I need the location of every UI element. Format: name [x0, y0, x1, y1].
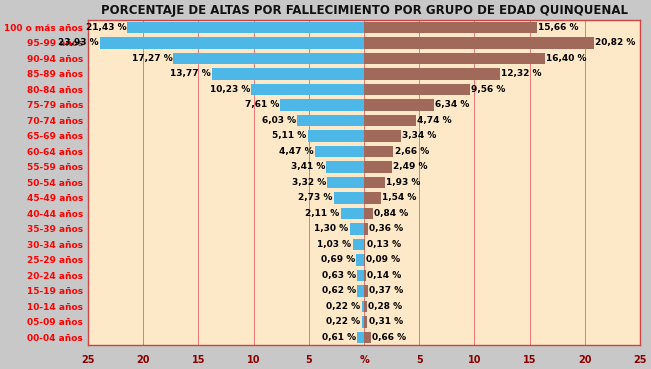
Text: 0,62 %: 0,62 %	[322, 286, 356, 295]
Bar	[364, 192, 381, 204]
Bar	[314, 146, 364, 157]
Bar	[364, 301, 367, 312]
Bar	[364, 177, 385, 188]
Text: 12,32 %: 12,32 %	[501, 69, 542, 79]
Bar	[327, 177, 364, 188]
Text: 20,82 %: 20,82 %	[595, 38, 635, 48]
Bar	[128, 22, 364, 33]
Title: PORCENTAJE DE ALTAS POR FALLECIMIENTO POR GRUPO DE EDAD QUINQUENAL: PORCENTAJE DE ALTAS POR FALLECIMIENTO PO…	[100, 4, 628, 17]
Text: 0,36 %: 0,36 %	[369, 224, 403, 234]
Text: 0,22 %: 0,22 %	[326, 302, 361, 311]
Text: 15,66 %: 15,66 %	[538, 23, 579, 32]
Bar	[364, 316, 367, 328]
Text: 0,09 %: 0,09 %	[366, 255, 400, 265]
Text: 10,23 %: 10,23 %	[210, 85, 250, 94]
Bar	[357, 254, 364, 266]
Text: 3,34 %: 3,34 %	[402, 131, 436, 141]
Text: 0,28 %: 0,28 %	[368, 302, 402, 311]
Text: 6,34 %: 6,34 %	[435, 100, 469, 110]
Text: 2,73 %: 2,73 %	[298, 193, 333, 203]
Bar	[357, 285, 364, 297]
Text: 0,69 %: 0,69 %	[321, 255, 355, 265]
Bar	[364, 99, 434, 111]
Text: 0,31 %: 0,31 %	[368, 317, 403, 326]
Text: 1,54 %: 1,54 %	[382, 193, 417, 203]
Bar	[100, 37, 364, 49]
Text: 3,41 %: 3,41 %	[291, 162, 326, 172]
Text: 0,13 %: 0,13 %	[367, 240, 401, 249]
Bar	[350, 223, 364, 235]
Bar	[251, 84, 364, 95]
Bar	[364, 161, 391, 173]
Bar	[364, 37, 594, 49]
Bar	[353, 239, 364, 250]
Bar	[173, 53, 364, 64]
Text: 1,03 %: 1,03 %	[318, 240, 352, 249]
Text: 2,11 %: 2,11 %	[305, 209, 340, 218]
Text: 6,03 %: 6,03 %	[262, 116, 296, 125]
Bar	[364, 208, 373, 219]
Bar	[364, 68, 500, 80]
Text: 23,93 %: 23,93 %	[58, 38, 99, 48]
Bar	[364, 270, 366, 281]
Bar	[364, 115, 417, 126]
Text: 4,74 %: 4,74 %	[417, 116, 452, 125]
Text: 2,49 %: 2,49 %	[393, 162, 427, 172]
Text: 4,47 %: 4,47 %	[279, 147, 314, 156]
Bar	[364, 53, 545, 64]
Bar	[364, 223, 368, 235]
Text: 0,14 %: 0,14 %	[367, 271, 401, 280]
Bar	[308, 130, 364, 142]
Text: 2,66 %: 2,66 %	[395, 147, 429, 156]
Bar	[361, 316, 364, 328]
Bar	[334, 192, 364, 204]
Text: 5,11 %: 5,11 %	[272, 131, 307, 141]
Text: 17,27 %: 17,27 %	[132, 54, 173, 63]
Text: 1,93 %: 1,93 %	[387, 178, 421, 187]
Text: 1,30 %: 1,30 %	[314, 224, 348, 234]
Text: 21,43 %: 21,43 %	[86, 23, 126, 32]
Bar	[364, 146, 393, 157]
Bar	[212, 68, 364, 80]
Bar	[357, 270, 364, 281]
Bar	[357, 332, 364, 343]
Bar	[364, 239, 365, 250]
Text: 0,84 %: 0,84 %	[374, 209, 409, 218]
Bar	[364, 285, 368, 297]
Text: 9,56 %: 9,56 %	[471, 85, 505, 94]
Text: 0,66 %: 0,66 %	[372, 333, 407, 342]
Text: 7,61 %: 7,61 %	[245, 100, 279, 110]
Text: 3,32 %: 3,32 %	[292, 178, 326, 187]
Bar	[364, 84, 469, 95]
Bar	[340, 208, 364, 219]
Bar	[280, 99, 364, 111]
Text: 0,63 %: 0,63 %	[322, 271, 356, 280]
Text: 0,22 %: 0,22 %	[326, 317, 361, 326]
Text: 0,37 %: 0,37 %	[369, 286, 404, 295]
Text: 13,77 %: 13,77 %	[170, 69, 211, 79]
Bar	[298, 115, 364, 126]
Bar	[361, 301, 364, 312]
Bar	[364, 130, 401, 142]
Bar	[364, 22, 537, 33]
Bar	[364, 332, 371, 343]
Bar	[326, 161, 364, 173]
Text: 0,61 %: 0,61 %	[322, 333, 356, 342]
Text: 16,40 %: 16,40 %	[546, 54, 587, 63]
Bar	[364, 254, 365, 266]
